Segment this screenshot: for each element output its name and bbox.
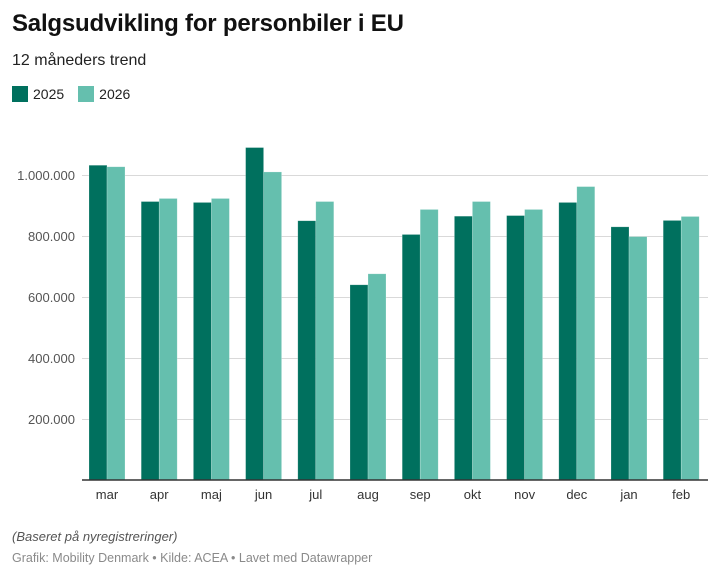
x-tick-label: maj: [201, 487, 222, 502]
bar-mar-2025: [88, 164, 108, 481]
x-tick-label: jun: [254, 487, 272, 502]
legend-item-2025: 2025: [12, 86, 64, 102]
bar-aug-2026: [367, 273, 387, 481]
bar-feb-2026: [680, 216, 700, 481]
x-tick-label: nov: [514, 487, 535, 502]
bar-aug-2025: [349, 284, 369, 481]
y-tick-label: 400.000: [28, 351, 75, 366]
credit-line: Grafik: Mobility Denmark • Kilde: ACEA •…: [12, 551, 373, 565]
bar-maj-2025: [193, 202, 212, 481]
bar-apr-2025: [140, 201, 160, 481]
bar-sep-2026: [419, 209, 439, 481]
y-tick-label: 800.000: [28, 229, 75, 244]
bars: [88, 147, 700, 481]
y-tick-label: 600.000: [28, 290, 75, 305]
x-tick-label: apr: [150, 487, 169, 502]
bar-jan-2025: [610, 226, 630, 481]
legend-swatch-2026: [78, 86, 95, 102]
gridlines: [82, 175, 708, 420]
x-tick-label: aug: [357, 487, 379, 502]
bar-okt-2026: [472, 201, 491, 481]
legend: 2025 2026: [12, 86, 144, 102]
bar-jun-2025: [245, 147, 264, 481]
x-tick-label: mar: [96, 487, 119, 502]
bar-okt-2025: [454, 215, 473, 481]
bar-dec-2025: [558, 202, 578, 481]
chart-subtitle: 12 måneders trend: [12, 52, 147, 69]
bar-jan-2026: [628, 236, 648, 481]
x-tick-label: jan: [619, 487, 637, 502]
x-tick-label: dec: [566, 487, 587, 502]
bar-sep-2025: [401, 234, 421, 481]
y-tick-label: 1.000.000: [17, 168, 75, 183]
x-tick-label: feb: [672, 487, 690, 502]
y-tick-label: 200.000: [28, 412, 75, 427]
bar-jul-2025: [297, 220, 317, 481]
legend-item-2026: 2026: [78, 86, 130, 102]
y-axis-ticks: 200.000 400.000 600.000 800.000 1.000.000: [17, 168, 75, 427]
bar-nov-2026: [524, 209, 543, 481]
footnote: (Baseret på nyregistreringer): [12, 529, 178, 544]
bar-jul-2026: [315, 201, 335, 481]
bar-jun-2026: [263, 171, 282, 481]
x-tick-label: okt: [464, 487, 482, 502]
bar-apr-2026: [158, 198, 178, 481]
bar-feb-2025: [662, 220, 682, 481]
bar-nov-2025: [506, 215, 525, 481]
x-tick-label: sep: [410, 487, 431, 502]
bar-maj-2026: [211, 198, 230, 481]
chart-title: Salgsudvikling for personbiler i EU: [12, 10, 404, 37]
legend-label-2025: 2025: [33, 86, 65, 102]
bar-dec-2026: [576, 186, 596, 481]
legend-label-2026: 2026: [99, 86, 131, 102]
legend-swatch-2025: [12, 86, 28, 102]
bar-mar-2026: [106, 166, 126, 481]
x-tick-label: jul: [308, 487, 322, 502]
x-axis-labels: mar apr maj jun jul aug sep okt nov dec jan feb: [96, 487, 690, 502]
